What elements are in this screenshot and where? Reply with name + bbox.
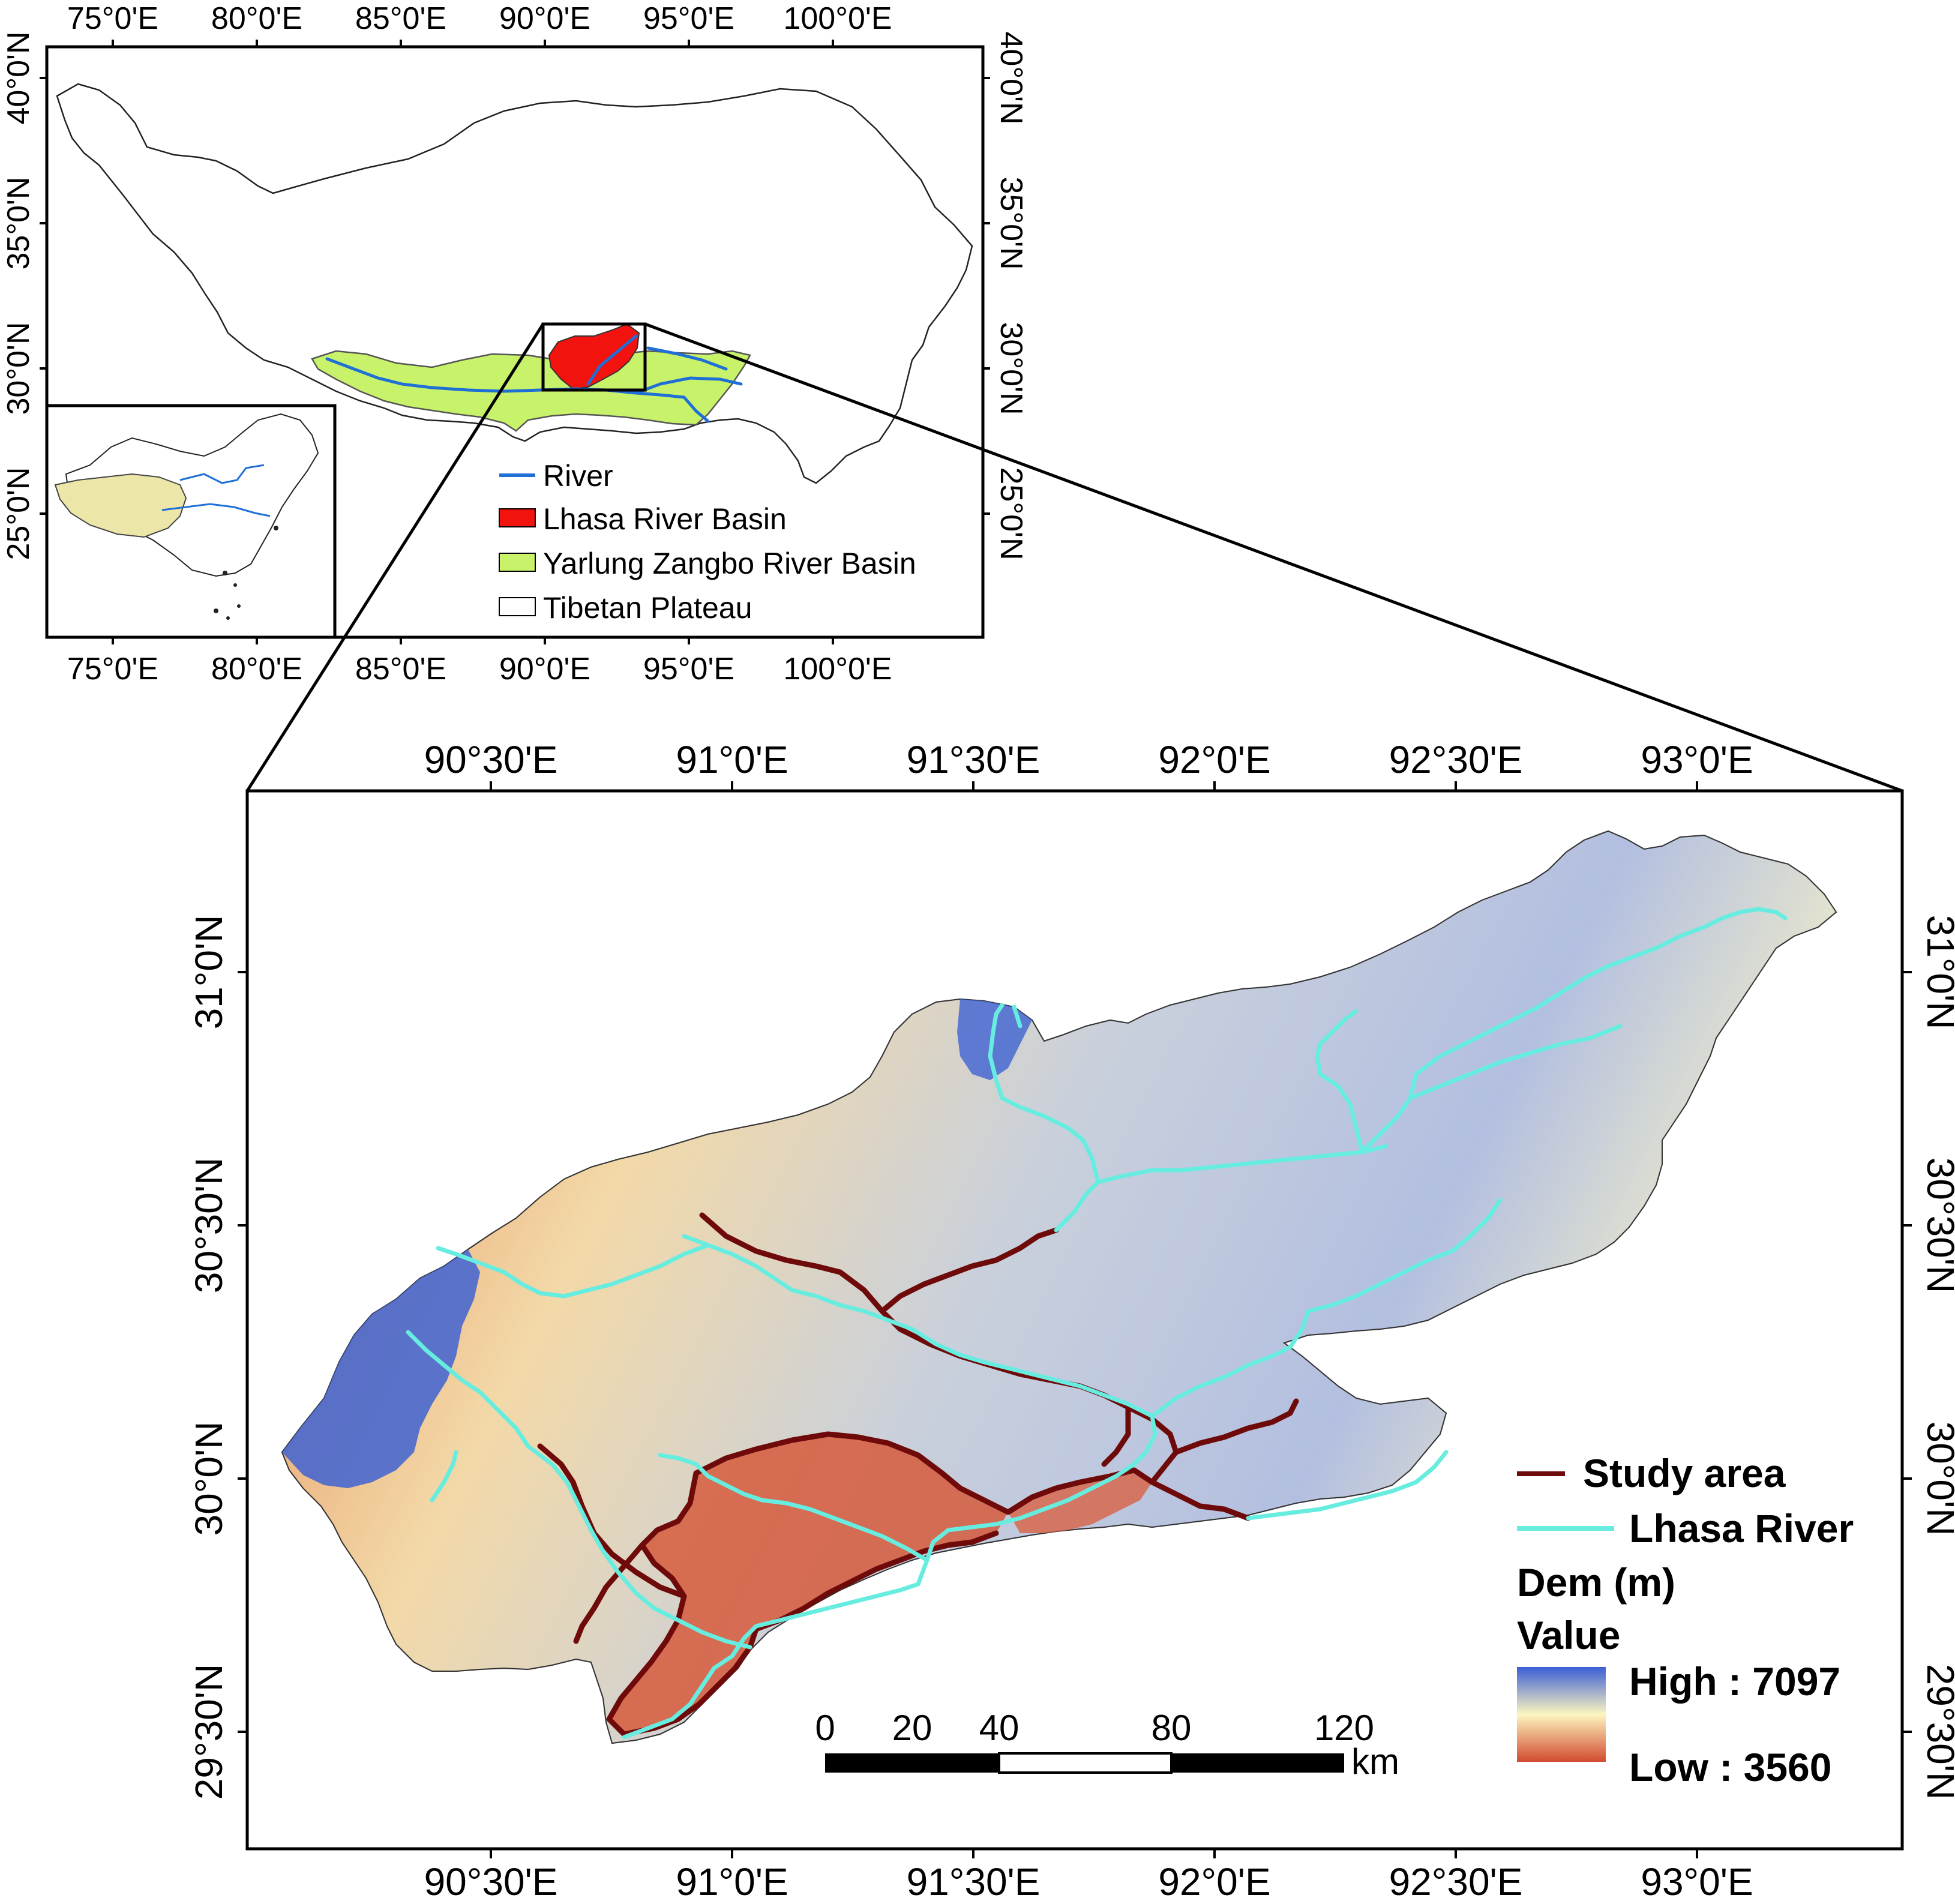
lhasa-river [406, 907, 1788, 1740]
detail-x-tick-top: 90°30'E [424, 738, 558, 781]
study-area-outline [537, 1212, 1299, 1737]
detail-tick-marks [238, 781, 1912, 1858]
inset-plateau-fill [54, 473, 187, 538]
legend-lhasa-basin-symbol [499, 508, 536, 527]
legend-plateau-label: Tibetan Plateau [543, 591, 752, 625]
detail-x-tick-bottom: 92°30'E [1389, 1860, 1523, 1903]
inset-rivers [161, 464, 271, 517]
scale-bar-unit: km [1351, 1741, 1399, 1782]
overview-rivers [325, 334, 743, 423]
detail-y-tick-left: 30°30'N [187, 1158, 230, 1293]
detail-y-tick-left: 29°30'N [187, 1664, 230, 1800]
overview-x-tick-top: 95°0'E [643, 1, 734, 36]
scale-bar-label: 40 [979, 1708, 1020, 1748]
overview-x-tick-top: 100°0'E [783, 1, 892, 36]
overview-x-tick-top: 75°0'E [67, 1, 158, 36]
overview-y-tick-left: 30°0'N [1, 322, 36, 415]
detail-x-tick-bottom: 90°30'E [424, 1860, 558, 1903]
detail-x-tick-bottom: 93°0'E [1641, 1860, 1753, 1903]
dem-highland-north [957, 999, 1032, 1080]
detail-x-tick-bottom: 92°0'E [1158, 1860, 1270, 1903]
legend-lhasa-basin-label: Lhasa River Basin [543, 502, 787, 536]
zoom-connector-lines [245, 322, 1903, 793]
overview-zoom-box [541, 322, 647, 392]
legend-river-label: River [543, 459, 613, 493]
legend-yarlung-basin-symbol [499, 553, 536, 572]
overview-y-tick-right: 30°0'N [994, 322, 1029, 415]
overview-y-tick-right: 35°0'N [994, 176, 1029, 269]
detail-x-tick-top: 93°0'E [1641, 738, 1753, 781]
detail-x-tick-top: 91°30'E [907, 738, 1041, 781]
scale-bar-segment-white [998, 1752, 1173, 1774]
legend-dem-title: Dem (m) [1517, 1560, 1675, 1605]
overview-y-tick-right: 40°0'N [994, 31, 1029, 124]
legend-value-title: Value [1517, 1613, 1620, 1657]
lhasa-river-basin [548, 323, 640, 390]
lhasa-basin-dem [281, 830, 1837, 1744]
overview-x-tick-top: 85°0'E [355, 1, 446, 36]
inset-china-outline [65, 413, 319, 577]
overview-x-tick-bottom: 90°0'E [499, 652, 590, 686]
study-area-branch-fill [1008, 1470, 1152, 1533]
scale-bar-label: 80 [1152, 1708, 1192, 1748]
overview-tick-marks [40, 40, 990, 644]
scale-bar: 0 20 40 80 120 km [815, 1708, 1399, 1782]
overview-y-tick-left: 40°0'N [1, 31, 36, 124]
legend-yarlung-basin-label: Yarlung Zangbo River Basin [543, 547, 916, 580]
overview-x-tick-bottom: 75°0'E [67, 652, 158, 686]
legend-low-label: Low : 3560 [1629, 1745, 1831, 1789]
detail-x-tick-top: 92°0'E [1158, 738, 1270, 781]
scale-bar-segment-black [825, 1753, 999, 1773]
legend-lhasa-river-label: Lhasa River [1629, 1506, 1854, 1551]
overview-x-tick-top: 80°0'E [211, 1, 302, 36]
detail-y-tick-right: 30°30'N [1919, 1158, 1955, 1293]
legend-dem-ramp [1517, 1667, 1606, 1762]
overview-y-tick-left: 35°0'N [1, 176, 36, 269]
detail-x-tick-top: 92°30'E [1389, 738, 1523, 781]
study-area-valley-fill [609, 1434, 1008, 1734]
detail-y-tick-right: 31°0'N [1919, 915, 1955, 1030]
detail-y-tick-left: 30°0'N [187, 1422, 230, 1536]
scale-bar-label: 20 [892, 1708, 932, 1748]
scale-bar-label: 0 [815, 1708, 835, 1748]
overview-x-tick-bottom: 100°0'E [783, 652, 892, 686]
detail-x-tick-bottom: 91°0'E [676, 1860, 788, 1903]
overview-y-tick-left: 25°0'N [1, 467, 36, 560]
tibetan-plateau-outline [56, 83, 973, 484]
inset-china-map [45, 404, 337, 639]
inset-islands [214, 526, 278, 620]
detail-x-tick-top: 91°0'E [676, 738, 788, 781]
dem-highland-west [282, 1249, 480, 1488]
legend-study-area-label: Study area [1583, 1451, 1786, 1495]
overview-y-tick-right: 25°0'N [994, 467, 1029, 560]
legend-plateau-symbol [499, 597, 536, 616]
detail-y-tick-left: 31°0'N [187, 915, 230, 1030]
detail-x-tick-bottom: 91°30'E [907, 1860, 1041, 1903]
detail-y-tick-right: 30°0'N [1919, 1422, 1955, 1536]
scale-bar-label: 120 [1314, 1708, 1374, 1748]
detail-map: 90°30'E 91°0'E 91°30'E 92°0'E 92°30'E 93… [187, 738, 1955, 1903]
overview-map: 75°0'E 80°0'E 85°0'E 90°0'E 95°0'E 100°0… [1, 1, 1029, 686]
overview-x-tick-bottom: 85°0'E [355, 652, 446, 686]
detail-y-tick-right: 29°30'N [1919, 1664, 1955, 1800]
overview-x-tick-top: 90°0'E [499, 1, 590, 36]
scale-bar-segment-black [1171, 1753, 1344, 1773]
detail-legend: Study area Lhasa River Dem (m) Value Hig… [1517, 1451, 1854, 1789]
overview-x-tick-bottom: 80°0'E [211, 652, 302, 686]
overview-legend: River Lhasa River Basin Yarlung Zangbo R… [499, 459, 916, 625]
legend-high-label: High : 7097 [1629, 1659, 1840, 1704]
overview-x-tick-bottom: 95°0'E [643, 652, 734, 686]
